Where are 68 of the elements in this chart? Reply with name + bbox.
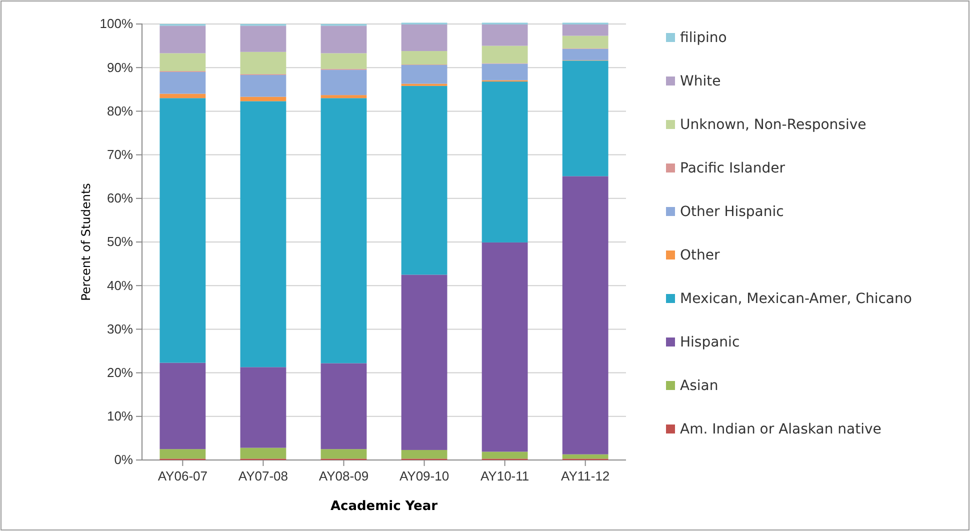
y-tick-label: 20% <box>106 364 134 380</box>
legend-label: filipino <box>680 30 727 46</box>
x-tick-label: AY10-11 <box>480 468 530 484</box>
bar <box>160 53 206 72</box>
bar <box>240 96 286 102</box>
bar <box>240 448 286 459</box>
bar <box>562 176 608 454</box>
bar <box>320 363 367 450</box>
bar <box>240 26 286 52</box>
x-tick-label: AY11-12 <box>560 468 610 484</box>
bar <box>401 51 448 65</box>
bar <box>562 48 608 60</box>
bar <box>482 46 528 64</box>
legend-label: Asian <box>680 378 718 394</box>
x-tick-label: AY09-10 <box>399 468 450 484</box>
bar <box>401 64 448 84</box>
y-tick-label: 80% <box>106 103 134 118</box>
bar <box>240 52 286 74</box>
bar <box>240 101 286 368</box>
x-tick-label: AY08-09 <box>318 468 369 484</box>
bar <box>562 60 608 176</box>
legend-label: White <box>680 74 721 90</box>
y-tick-label: 60% <box>106 190 134 206</box>
bar <box>160 98 206 363</box>
legend-label: Other Hispanic <box>680 204 784 220</box>
y-tick-label: 90% <box>106 60 134 75</box>
x-tick-label: AY07-08 <box>238 468 288 484</box>
bar <box>401 86 448 275</box>
y-tick-label: 70% <box>106 146 134 162</box>
x-axis-title: Academic Year <box>330 499 438 514</box>
y-axis-title: Percent of Students <box>79 183 93 301</box>
legend-label: Pacific Islander <box>680 160 786 176</box>
bar <box>320 449 367 459</box>
bar <box>160 94 206 98</box>
legend-label: Hispanic <box>680 334 740 350</box>
bar <box>562 454 608 459</box>
bar <box>482 452 528 459</box>
bar <box>562 24 608 36</box>
legend-label: Mexican, Mexican-Amer, Chicano <box>680 291 912 307</box>
legend-label: Unknown, Non-Responsive <box>680 117 866 133</box>
y-tick-label: 40% <box>106 278 134 293</box>
bar <box>160 362 206 450</box>
bar <box>482 64 528 80</box>
legend-label: Other <box>680 248 720 264</box>
bar <box>160 449 206 459</box>
bar <box>320 53 367 69</box>
y-tick-label: 30% <box>106 321 134 336</box>
bar <box>562 36 608 48</box>
bar <box>482 82 528 242</box>
bar <box>401 274 448 450</box>
bar <box>320 95 367 98</box>
bar <box>160 72 206 94</box>
bar <box>401 450 448 459</box>
legend-label: Am. Indian or Alaskan native <box>680 422 882 438</box>
bar <box>160 26 206 54</box>
y-tick-label: 100% <box>100 16 134 32</box>
bar <box>240 75 286 97</box>
bar <box>320 26 367 54</box>
bar <box>240 367 286 448</box>
bar <box>320 98 367 364</box>
y-tick-label: 10% <box>106 408 134 424</box>
y-tick-label: 0% <box>114 452 134 468</box>
bar <box>401 24 448 52</box>
bar <box>482 242 528 452</box>
bar <box>320 70 367 96</box>
y-tick-label: 50% <box>106 234 134 250</box>
x-tick-label: AY06-07 <box>158 468 208 484</box>
bar <box>482 24 528 46</box>
